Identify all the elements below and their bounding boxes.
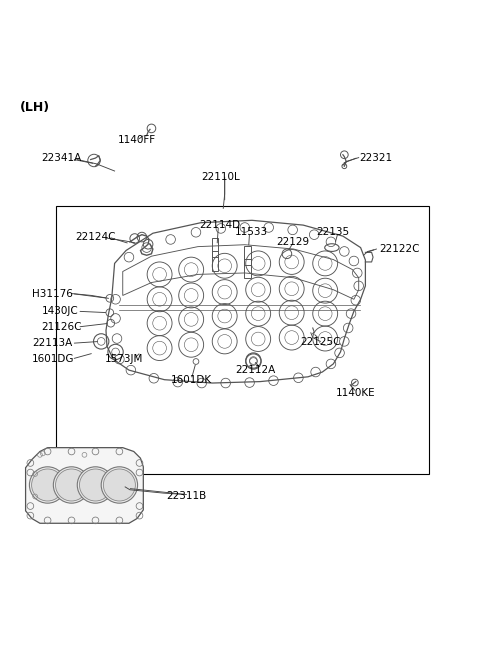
Text: 1140KE: 1140KE [336,388,375,398]
Text: 1140FF: 1140FF [118,135,156,146]
Bar [244,246,251,265]
Bar [212,238,218,257]
Text: 1430JC: 1430JC [41,306,78,316]
Text: 22124C: 22124C [75,232,115,242]
Text: H31176: H31176 [32,289,72,298]
Text: 22113A: 22113A [32,338,72,348]
Circle shape [103,469,135,501]
Text: 22122C: 22122C [379,244,420,254]
Text: 22125C: 22125C [300,337,340,348]
Text: 22341A: 22341A [41,153,82,163]
Circle shape [56,469,87,501]
Text: 22114D: 22114D [199,220,240,230]
Circle shape [32,469,64,501]
Text: 22321: 22321 [360,153,393,163]
Text: 1573JM: 1573JM [105,354,144,364]
Circle shape [80,469,111,501]
Text: 22110L: 22110L [202,173,240,182]
Polygon shape [25,447,144,523]
Text: 22112A: 22112A [235,365,276,375]
Circle shape [77,467,114,503]
Bar [212,251,218,270]
Circle shape [53,467,90,503]
Text: 22129: 22129 [276,237,309,247]
Circle shape [29,467,66,503]
Text: 11533: 11533 [235,227,268,237]
Text: (LH): (LH) [20,100,50,113]
Text: 21126C: 21126C [41,322,82,332]
Text: 22311B: 22311B [166,491,206,501]
Text: 1601DK: 1601DK [170,375,212,384]
Bar [56,206,429,474]
Bar [244,258,251,277]
Text: 1601DG: 1601DG [32,354,74,364]
Text: 22135: 22135 [317,227,350,237]
Circle shape [101,467,138,503]
